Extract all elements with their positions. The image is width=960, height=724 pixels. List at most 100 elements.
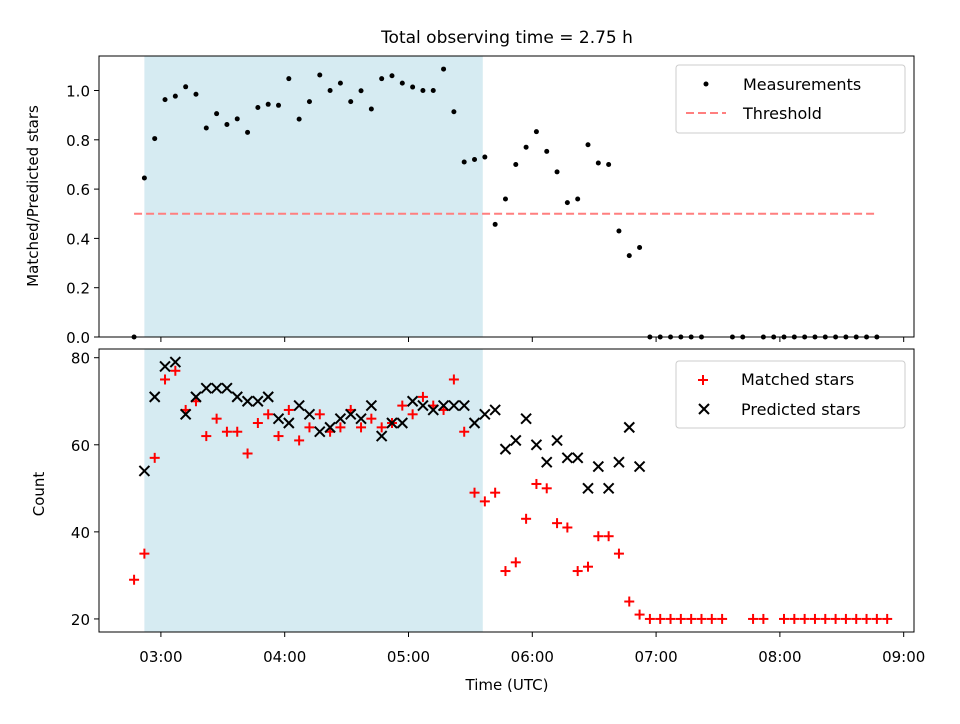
matched-star-point (882, 613, 893, 624)
measurement-point (317, 72, 323, 78)
matched-star-point (861, 613, 872, 624)
measurement-point (554, 169, 560, 175)
predicted-star-point (427, 404, 439, 416)
measurement-point (430, 88, 436, 94)
predicted-star-point (592, 460, 605, 473)
matched-star-point (562, 522, 573, 533)
measurement-point (348, 99, 354, 105)
matched-star-point (417, 391, 428, 402)
predicted-star-point (396, 417, 409, 429)
predicted-star-point (479, 408, 491, 421)
predicted-star-point (510, 434, 522, 447)
measurement-point (162, 97, 168, 103)
predicted-star-point (272, 412, 285, 425)
predicted-star-point (334, 412, 347, 425)
bottom-ytick-label: 40 (71, 524, 90, 542)
measurement-point (482, 154, 488, 160)
predicted-star-point (200, 382, 212, 394)
measurement-point (523, 144, 529, 150)
matched-star-point (160, 374, 171, 385)
matched-star-point (283, 404, 294, 415)
measurement-point (616, 228, 622, 234)
top-ytick-label: 0.2 (66, 280, 90, 298)
matched-star-point (552, 518, 563, 529)
measurement-point (358, 88, 364, 94)
matched-star-point (830, 613, 841, 624)
xtick-label: 09:00 (882, 648, 925, 666)
top-ylabel: Matched/Predicted stars (24, 105, 42, 287)
measurement-point (152, 136, 158, 142)
matched-star-point (397, 400, 408, 411)
matched-star-point (211, 413, 222, 424)
measurement-point (472, 157, 478, 163)
legend-marker-measurements (703, 81, 709, 87)
matched-star-point (335, 422, 346, 433)
matched-star-point (789, 613, 800, 624)
matched-star-point (706, 613, 717, 624)
matched-star-point (851, 613, 862, 624)
measurement-point (214, 111, 220, 117)
measurement-point (172, 93, 178, 99)
matched-star-point (758, 613, 769, 624)
measurement-point (564, 200, 570, 206)
measurement-point (595, 160, 601, 166)
matched-star-point (634, 609, 645, 620)
predicted-star-point (613, 456, 625, 468)
predicted-star-point (179, 408, 192, 421)
predicted-star-point (386, 417, 398, 429)
measurement-point (306, 99, 312, 105)
predicted-star-point (365, 399, 378, 412)
measurement-point (451, 109, 457, 115)
xtick-label: 06:00 (511, 648, 554, 666)
bottom-shaded-span (144, 349, 483, 632)
measurement-point (544, 148, 550, 154)
bottom-axes-frame (98, 348, 915, 633)
measurement-point (513, 161, 519, 167)
matched-star-point (665, 613, 676, 624)
measurement-point (461, 159, 467, 165)
predicted-star-point (324, 421, 336, 434)
matched-star-point (376, 422, 387, 433)
matched-star-point (294, 435, 305, 446)
matched-star-point (541, 483, 552, 494)
matched-star-point (521, 513, 532, 524)
matched-star-point (531, 478, 542, 489)
legend-label-threshold: Threshold (742, 104, 822, 123)
matched-star-point (149, 452, 160, 463)
measurement-point (296, 116, 302, 122)
predicted-star-point (283, 417, 295, 429)
matched-star-point (407, 409, 418, 420)
measurement-point (637, 245, 643, 251)
measurement-point (606, 161, 612, 167)
legend-marker-predicted (698, 403, 710, 415)
predicted-star-point (520, 412, 532, 425)
matched-star-point (572, 566, 583, 577)
xtick-label: 07:00 (634, 648, 677, 666)
predicted-star-point (314, 426, 326, 438)
chart-title: Total observing time = 2.75 h (380, 28, 633, 48)
measurement-point (255, 105, 261, 111)
top-ytick-label: 0.4 (66, 230, 90, 248)
predicted-star-point (602, 482, 615, 495)
xtick-label: 04:00 (263, 648, 306, 666)
predicted-star-point (530, 439, 543, 451)
matched-star-point (696, 613, 707, 624)
predicted-star-point (571, 452, 584, 464)
matched-star-point (655, 613, 666, 624)
measurement-point (420, 88, 426, 94)
predicted-star-point (345, 408, 357, 421)
bottom-ytick-label: 20 (71, 611, 90, 629)
matched-star-point (221, 426, 232, 437)
bottom-legend: Matched stars Predicted stars (675, 360, 906, 429)
measurement-point (276, 102, 282, 108)
matched-star-point (201, 431, 212, 442)
predicted-star-point (252, 395, 264, 407)
measurement-point (399, 80, 405, 86)
matched-star-point (644, 613, 655, 624)
predicted-star-point (633, 460, 646, 473)
matched-star-point (809, 613, 820, 624)
matched-star-point (232, 426, 243, 437)
predicted-star-point (159, 360, 171, 373)
measurement-point (234, 116, 240, 122)
matched-star-point (263, 409, 274, 420)
